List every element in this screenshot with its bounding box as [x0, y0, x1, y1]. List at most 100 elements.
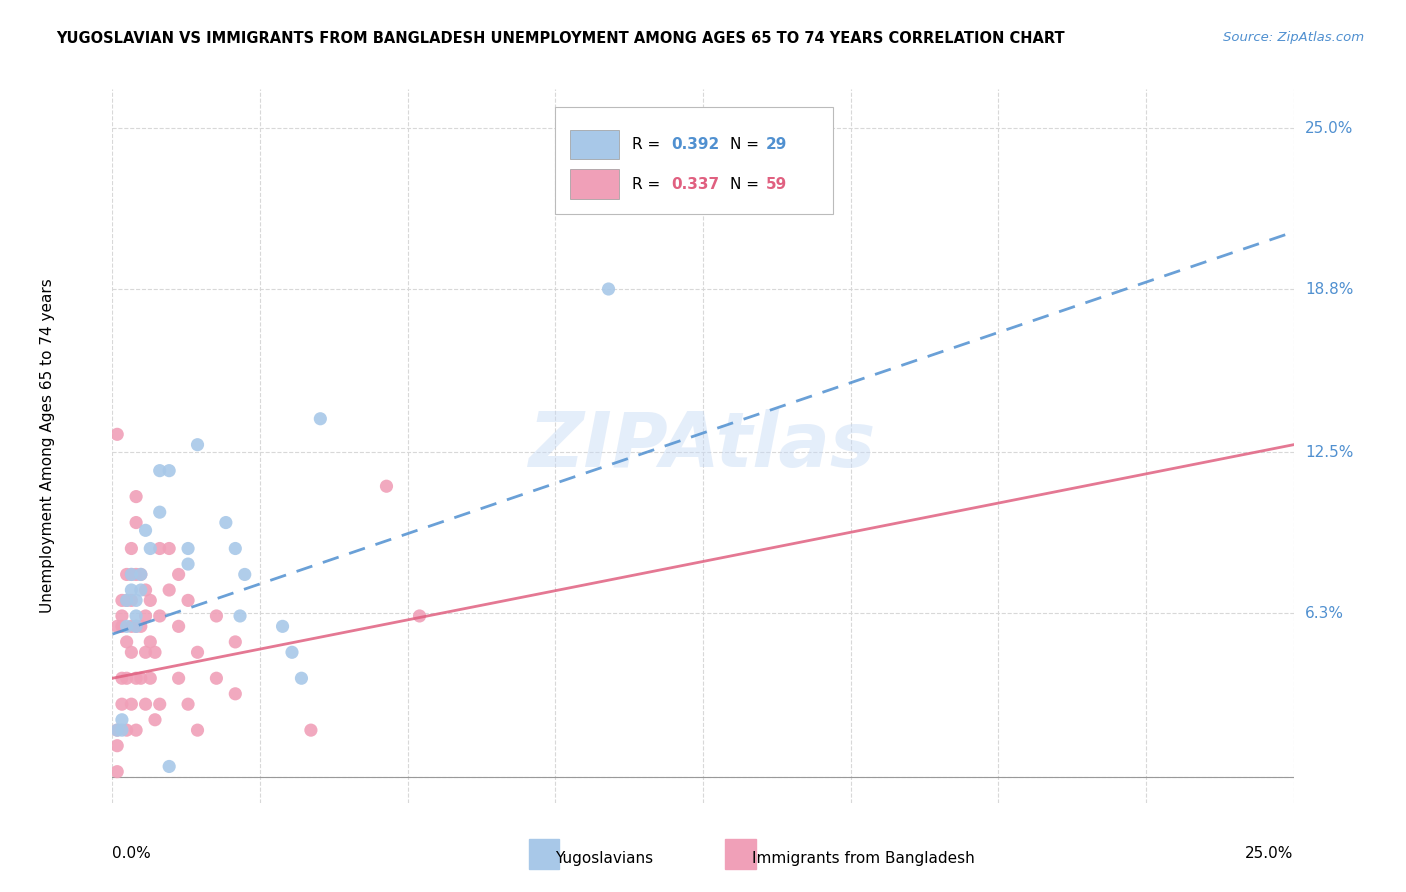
Point [105, 764, 128, 779]
FancyBboxPatch shape [569, 169, 619, 199]
Point [125, 516, 148, 530]
Point [115, 619, 138, 633]
Point [139, 635, 162, 649]
Text: 6.3%: 6.3% [1305, 606, 1344, 621]
Point [111, 713, 134, 727]
Point [105, 427, 128, 442]
Point [143, 713, 166, 727]
Point [125, 567, 148, 582]
Point [408, 609, 430, 624]
Text: N =: N = [730, 177, 763, 192]
Point [111, 619, 134, 633]
Point [115, 593, 138, 607]
Point [177, 541, 200, 556]
Point [115, 671, 138, 685]
Point [224, 687, 246, 701]
Point [125, 723, 148, 738]
Text: N =: N = [730, 137, 763, 152]
Point [125, 593, 148, 607]
Point [115, 635, 138, 649]
Point [143, 645, 166, 659]
Point [149, 541, 172, 556]
Point [115, 723, 138, 738]
Point [177, 697, 200, 711]
FancyBboxPatch shape [569, 129, 619, 160]
Point [149, 609, 172, 624]
Point [120, 582, 142, 597]
Point [157, 759, 180, 773]
Point [120, 541, 142, 556]
Text: 0.0%: 0.0% [112, 846, 152, 861]
Point [115, 593, 138, 607]
Point [111, 593, 134, 607]
Point [177, 593, 200, 607]
Point [186, 438, 208, 452]
Text: R =: R = [633, 137, 665, 152]
Point [224, 635, 246, 649]
Point [120, 645, 142, 659]
Point [205, 671, 228, 685]
Point [125, 671, 148, 685]
Point [598, 282, 620, 296]
Text: 59: 59 [766, 177, 787, 192]
Point [149, 464, 172, 478]
Point [271, 619, 294, 633]
Text: 29: 29 [766, 137, 787, 152]
Point [120, 697, 142, 711]
Point [186, 723, 208, 738]
Point [129, 567, 152, 582]
FancyBboxPatch shape [555, 107, 832, 214]
Point [167, 619, 190, 633]
Text: YUGOSLAVIAN VS IMMIGRANTS FROM BANGLADESH UNEMPLOYMENT AMONG AGES 65 TO 74 YEARS: YUGOSLAVIAN VS IMMIGRANTS FROM BANGLADES… [56, 31, 1064, 46]
Text: Yugoslavians: Yugoslavians [555, 851, 654, 865]
Point [135, 609, 157, 624]
Point [111, 609, 134, 624]
Text: 0.337: 0.337 [671, 177, 720, 192]
Point [135, 582, 157, 597]
Text: 25.0%: 25.0% [1246, 846, 1294, 861]
Point [229, 609, 252, 624]
Point [125, 619, 148, 633]
Point [215, 516, 238, 530]
Point [233, 567, 256, 582]
Point [105, 723, 128, 738]
Point [111, 723, 134, 738]
Point [186, 645, 208, 659]
Text: ZIPAtlas: ZIPAtlas [529, 409, 877, 483]
Point [129, 567, 152, 582]
Point [120, 593, 142, 607]
Point [139, 671, 162, 685]
Point [105, 723, 128, 738]
Point [375, 479, 398, 493]
Point [167, 671, 190, 685]
Point [120, 567, 142, 582]
Point [205, 609, 228, 624]
Text: 18.8%: 18.8% [1305, 282, 1354, 296]
Point [115, 567, 138, 582]
Text: Source: ZipAtlas.com: Source: ZipAtlas.com [1223, 31, 1364, 45]
Point [129, 671, 152, 685]
Point [105, 739, 128, 753]
Point [139, 593, 162, 607]
Point [149, 697, 172, 711]
Point [120, 567, 142, 582]
Point [125, 619, 148, 633]
Point [105, 619, 128, 633]
Point [309, 411, 332, 425]
Point [139, 541, 162, 556]
Point [157, 541, 180, 556]
Point [135, 645, 157, 659]
Point [111, 697, 134, 711]
Point [157, 582, 180, 597]
Text: Unemployment Among Ages 65 to 74 years: Unemployment Among Ages 65 to 74 years [39, 278, 55, 614]
Point [135, 697, 157, 711]
Point [135, 524, 157, 538]
Point [125, 609, 148, 624]
Point [125, 490, 148, 504]
Text: Immigrants from Bangladesh: Immigrants from Bangladesh [752, 851, 974, 865]
Point [120, 619, 142, 633]
Point [167, 567, 190, 582]
Point [668, 178, 690, 193]
Point [157, 464, 180, 478]
Point [290, 671, 312, 685]
